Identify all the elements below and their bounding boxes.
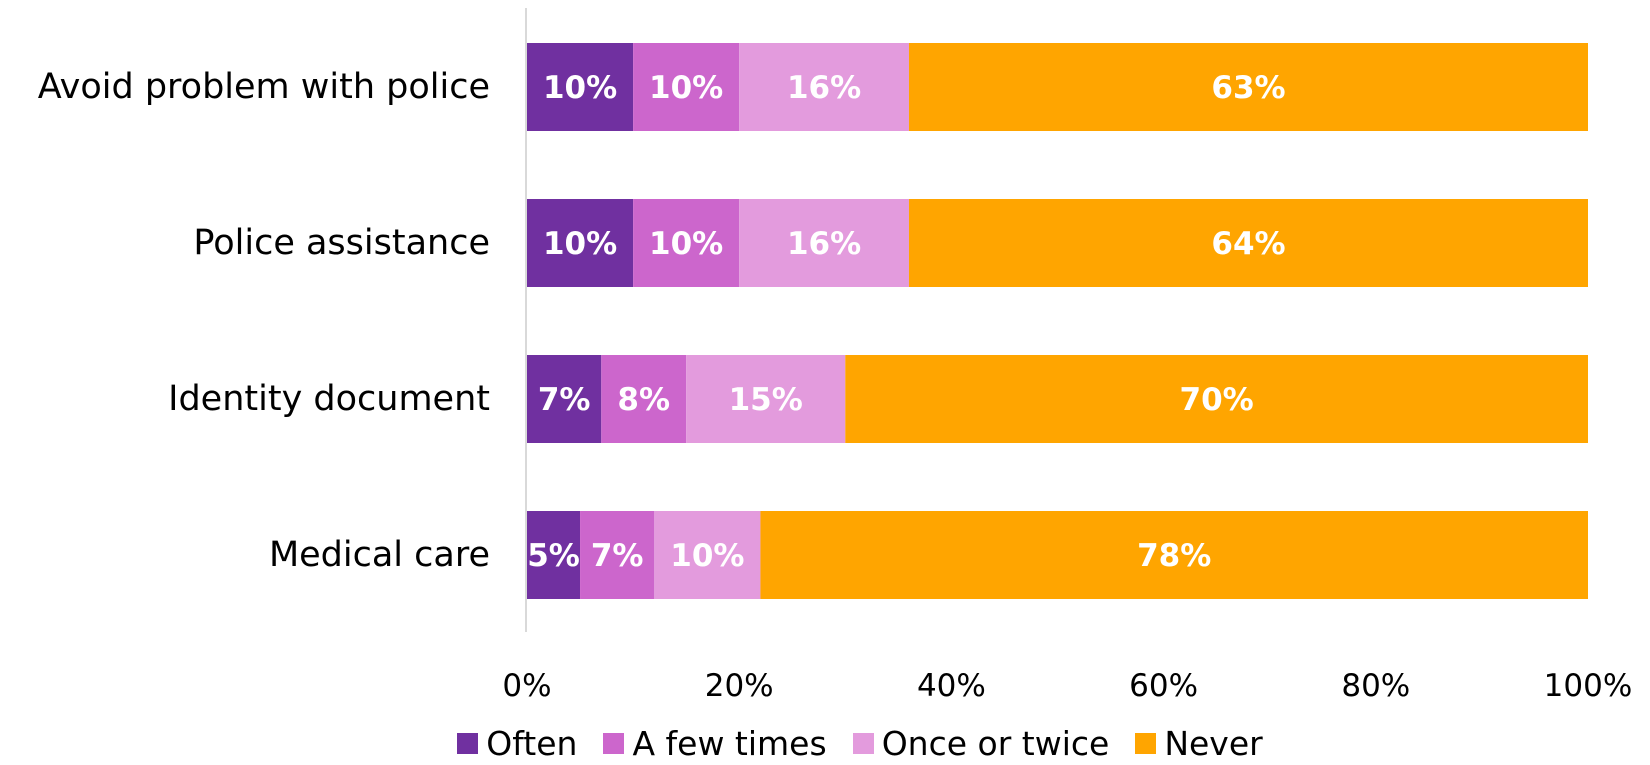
legend-swatch [1135, 733, 1157, 754]
bar-segment [686, 355, 846, 443]
bar-segment [527, 355, 602, 443]
data-label: 15% [729, 382, 803, 418]
legend-label: Often [486, 724, 578, 763]
data-label: 10% [543, 70, 617, 106]
data-label: 64% [1211, 226, 1285, 262]
bar-segment [527, 511, 581, 599]
bar-segment [908, 43, 1588, 131]
data-label: 78% [1137, 538, 1211, 574]
legend-label: A few times [632, 724, 827, 763]
bar-segment [654, 511, 761, 599]
x-tick-label: 0% [502, 668, 551, 704]
bar-segment [601, 355, 687, 443]
category-label: Police assistance [193, 223, 490, 263]
data-label: 10% [649, 70, 723, 106]
data-label: 16% [787, 70, 861, 106]
bar-segment [633, 43, 740, 131]
data-label: 7% [591, 538, 644, 574]
legend-label: Never [1164, 724, 1263, 763]
bar-segment [527, 199, 634, 287]
x-tick-label: 60% [1129, 668, 1198, 704]
bar-segment [633, 199, 740, 287]
data-label: 8% [617, 382, 670, 418]
stacked-bar-chart: Avoid problem with police 10% 10% 16% 63% Pol… [38, 8, 1633, 704]
legend-swatch [852, 733, 874, 754]
bar-segment [908, 199, 1588, 287]
data-label: 70% [1180, 382, 1254, 418]
legend-label: Once or twice [881, 724, 1110, 763]
x-tick-label: 80% [1341, 668, 1410, 704]
x-tick-label: 100% [1544, 668, 1633, 704]
data-label: 7% [538, 382, 591, 418]
data-label: 63% [1211, 70, 1285, 106]
bar-segment [739, 43, 909, 131]
data-label: 5% [527, 538, 580, 574]
legend-item: Once or twice [852, 722, 1110, 765]
legend-item: Never [1135, 722, 1263, 765]
data-label: 10% [543, 226, 617, 262]
data-label: 10% [649, 226, 723, 262]
bar-segment [739, 199, 909, 287]
legend-swatch [603, 733, 625, 754]
legend-item: A few times [603, 722, 827, 765]
bar-segment [760, 511, 1588, 599]
bar-segment [580, 511, 655, 599]
category-label: Identity document [168, 379, 490, 419]
x-tick-label: 20% [705, 668, 774, 704]
bar-segment [845, 355, 1588, 443]
legend-item: Often [457, 722, 577, 765]
legend-swatch [457, 733, 479, 754]
x-tick-label: 40% [917, 668, 986, 704]
bar-segment [527, 43, 634, 131]
data-label: 16% [787, 226, 861, 262]
category-label: Medical care [269, 535, 490, 575]
data-label: 10% [670, 538, 744, 574]
legend: Often A few times Once or twice Never [0, 722, 1650, 765]
category-label: Avoid problem with police [38, 67, 490, 107]
